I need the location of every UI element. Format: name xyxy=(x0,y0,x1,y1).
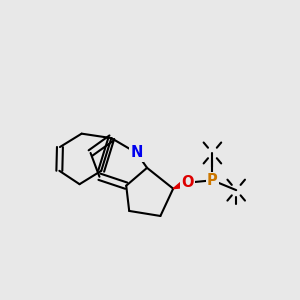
Text: P: P xyxy=(207,173,218,188)
Text: O: O xyxy=(181,175,194,190)
Text: N: N xyxy=(130,146,143,160)
Polygon shape xyxy=(173,178,189,189)
